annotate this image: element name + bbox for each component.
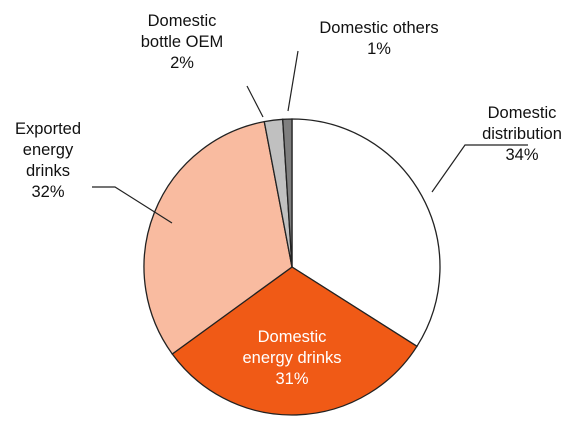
slice-label-line: Domestic <box>488 104 557 122</box>
pie-slice-domestic-others <box>282 118 293 268</box>
slice-label-line: 1% <box>367 40 391 58</box>
leader-line <box>431 144 528 193</box>
leader-lines-layer <box>92 50 528 224</box>
pie-slice-domestic-distribution <box>291 118 441 348</box>
slice-label: Exported energy drinks 32% <box>15 120 81 201</box>
labels-layer: Domestic distribution 34% Domestic energy dr… <box>15 12 562 388</box>
slices-layer <box>143 118 441 416</box>
slice-label-line: 34% <box>505 146 538 164</box>
slice-label-line: Exported <box>15 120 81 138</box>
slice-label-line: 32% <box>31 183 64 201</box>
slice-label: Domestic distribution 34% <box>482 104 562 164</box>
slice-label-line: Domestic <box>258 328 327 346</box>
leader-line <box>92 186 173 224</box>
slice-label-line: drinks <box>26 162 70 180</box>
pie-slice-domestic-energy-drinks <box>171 266 418 416</box>
slice-label-line: energy <box>23 141 74 159</box>
slice-label: Domestic energy drinks 31% <box>242 328 341 388</box>
leader-line <box>246 85 264 118</box>
slice-label-line: bottle OEM <box>141 33 224 51</box>
slice-label-line: Domestic <box>148 12 217 30</box>
slice-label: Domestic bottle OEM 2% <box>141 12 224 72</box>
slice-label-line: distribution <box>482 125 562 143</box>
slice-label-line: Domestic others <box>319 19 438 37</box>
slice-label-line: energy drinks <box>242 349 341 367</box>
leader-line <box>287 50 299 112</box>
slice-label-line: 31% <box>275 370 308 388</box>
slice-label-line: 2% <box>170 54 194 72</box>
slice-label: Domestic others 1% <box>319 19 438 58</box>
